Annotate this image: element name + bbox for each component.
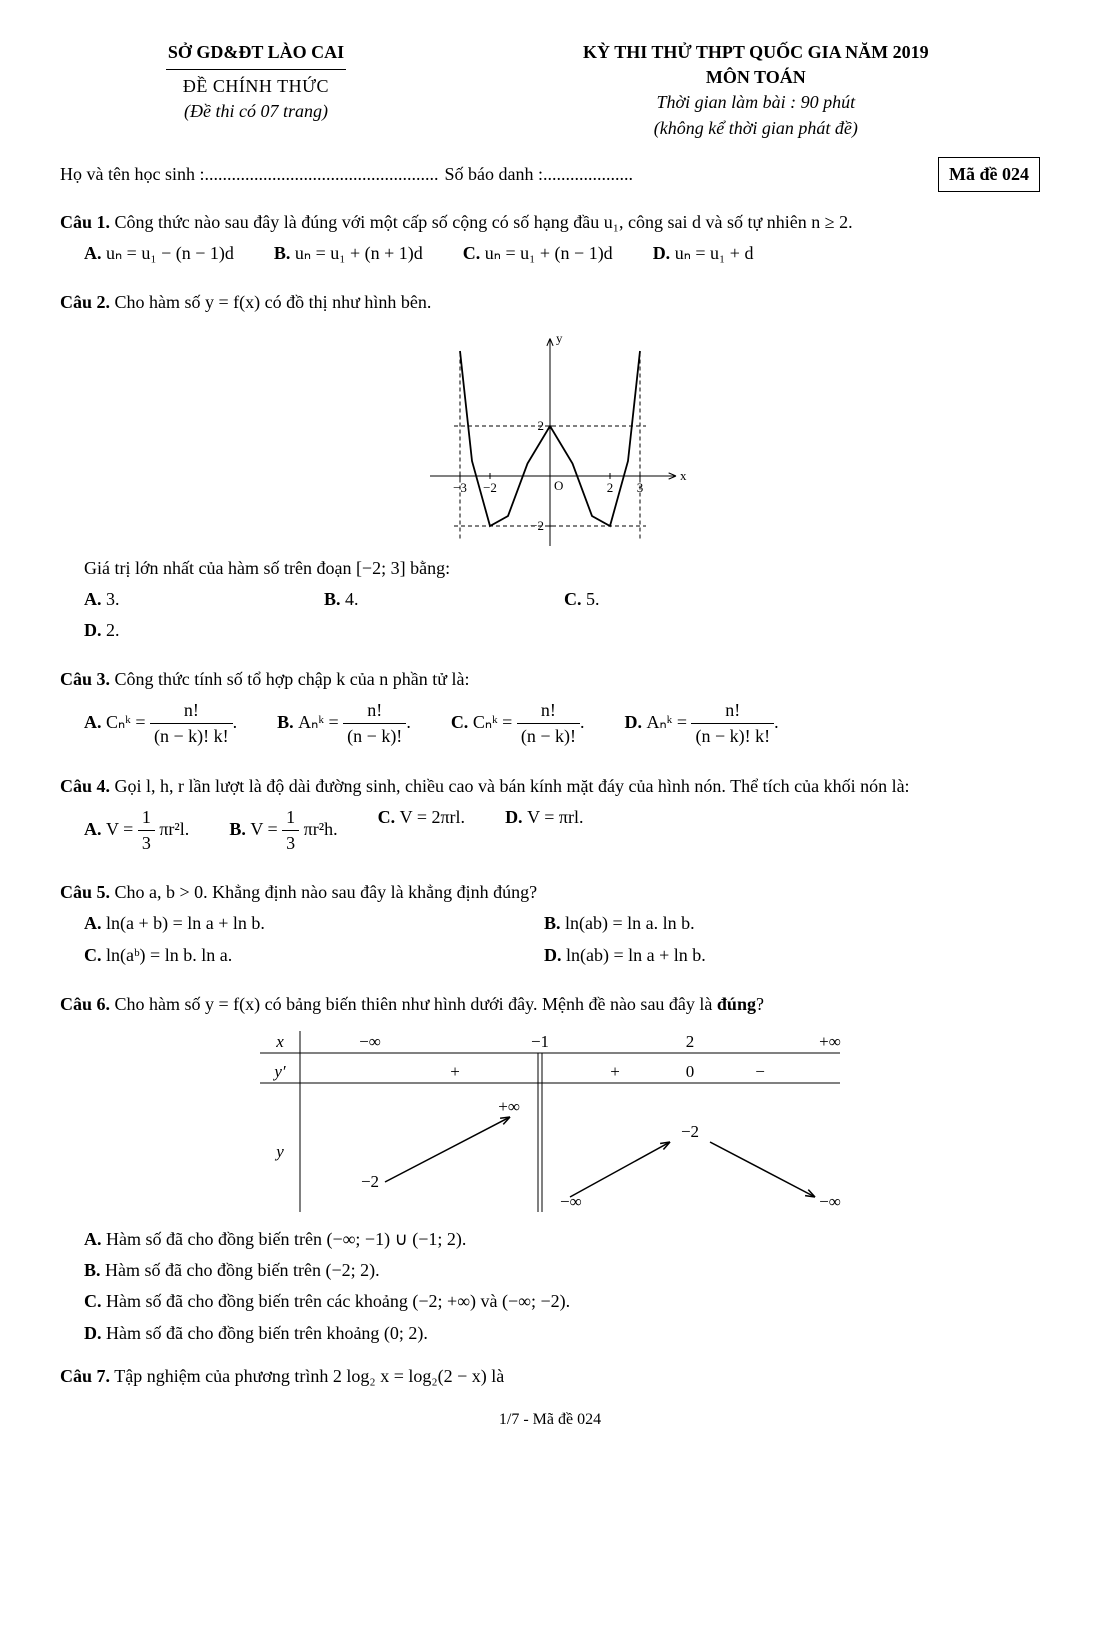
q1-opt-b: B. uₙ = u₁ + (n + 1)d xyxy=(274,241,423,266)
svg-text:−1: −1 xyxy=(531,1032,549,1051)
subject: MÔN TOÁN xyxy=(472,65,1040,90)
svg-text:−: − xyxy=(755,1062,765,1081)
q4-opt-a: A. V = 13 πr²l. xyxy=(84,805,189,856)
svg-text:−2: −2 xyxy=(681,1122,699,1141)
q6-emph: đúng xyxy=(717,994,756,1014)
svg-text:y: y xyxy=(274,1142,284,1161)
question-2: Câu 2. Cho hàm số y = f(x) có đồ thị như… xyxy=(60,290,1040,649)
q1-opt-d: D. uₙ = u₁ + d xyxy=(653,241,754,266)
q6-label: Câu 6. xyxy=(60,994,110,1014)
question-5: Câu 5. Cho a, b > 0. Khẳng định nào sau … xyxy=(60,880,1040,974)
exam-code: Mã đề 024 xyxy=(938,157,1040,192)
q5-opt-b: B. ln(ab) = ln a. ln b. xyxy=(544,911,964,936)
svg-text:+∞: +∞ xyxy=(819,1032,841,1051)
sbd-label: Số báo danh : xyxy=(444,162,543,187)
svg-text:O: O xyxy=(554,478,563,493)
question-6: Câu 6. Cho hàm số y = f(x) có bảng biến … xyxy=(60,992,1040,1346)
q4-opt-d: D. V = πrl. xyxy=(505,805,583,856)
svg-text:−∞: −∞ xyxy=(560,1192,582,1211)
official-label: ĐỀ CHÍNH THỨC xyxy=(60,74,452,99)
svg-text:+: + xyxy=(450,1062,460,1081)
q3-opt-d: D. Aₙᵏ = n!(n − k)! k!. xyxy=(624,698,778,749)
q6-text: Cho hàm số y = f(x) có bảng biến thiên n… xyxy=(115,994,717,1014)
question-4: Câu 4. Gọi l, h, r lần lượt là độ dài đư… xyxy=(60,774,1040,863)
q2-opt-d: D. 2. xyxy=(84,618,284,643)
page-footer: 1/7 - Mã đề 024 xyxy=(60,1409,1040,1431)
svg-text:y: y xyxy=(556,330,563,345)
svg-text:−∞: −∞ xyxy=(359,1032,381,1051)
divider xyxy=(166,69,346,70)
q4-text: Gọi l, h, r lần lượt là độ dài đường sin… xyxy=(115,776,910,796)
svg-text:−2: −2 xyxy=(483,480,497,495)
q3-text: Công thức tính số tổ hợp chập k của n ph… xyxy=(115,669,470,689)
q5-opt-a: A. ln(a + b) = ln a + ln b. xyxy=(84,911,504,936)
q3-label: Câu 3. xyxy=(60,669,110,689)
q1-opt-a: A. uₙ = u₁ − (n − 1)d xyxy=(84,241,234,266)
svg-text:−2: −2 xyxy=(361,1172,379,1191)
header-right: KỲ THI THỬ THPT QUỐC GIA NĂM 2019 MÔN TO… xyxy=(472,40,1040,141)
q4-opt-c: C. V = 2πrl. xyxy=(378,805,465,856)
q5-opt-d: D. ln(ab) = ln a + ln b. xyxy=(544,943,964,968)
q7-label: Câu 7. xyxy=(60,1366,110,1386)
svg-text:+: + xyxy=(610,1062,620,1081)
svg-text:x: x xyxy=(680,468,687,483)
q6-opt-b: B. Hàm số đã cho đồng biến trên (−2; 2). xyxy=(84,1258,1040,1283)
issuer: SỞ GD&ĐT LÀO CAI xyxy=(60,40,452,65)
q5-label: Câu 5. xyxy=(60,882,110,902)
q1-label: Câu 1. xyxy=(60,212,110,232)
q3-opt-b: B. Aₙᵏ = n!(n − k)!. xyxy=(277,698,411,749)
q2-graph: xyO−3−223−22 xyxy=(60,326,1040,546)
name-dots: ........................................… xyxy=(204,162,438,187)
q1-text: Công thức nào sau đây là đúng với một cấ… xyxy=(115,212,853,232)
header-left: SỞ GD&ĐT LÀO CAI ĐỀ CHÍNH THỨC (Đề thi c… xyxy=(60,40,452,141)
question-7: Câu 7. Tập nghiệm của phương trình 2 log… xyxy=(60,1364,1040,1389)
duration: Thời gian làm bài : 90 phút xyxy=(472,90,1040,115)
q4-label: Câu 4. xyxy=(60,776,110,796)
q2-opt-a: A. 3. xyxy=(84,587,284,612)
svg-text:+∞: +∞ xyxy=(498,1097,520,1116)
q6-opt-a: A. Hàm số đã cho đồng biến trên (−∞; −1)… xyxy=(84,1227,1040,1252)
exam-title: KỲ THI THỬ THPT QUỐC GIA NĂM 2019 xyxy=(472,40,1040,65)
q5-opt-c: C. ln(aᵇ) = ln b. ln a. xyxy=(84,943,504,968)
q2-after: Giá trị lớn nhất của hàm số trên đoạn [−… xyxy=(84,556,1040,581)
question-1: Câu 1. Công thức nào sau đây là đúng với… xyxy=(60,210,1040,272)
q2-opt-b: B. 4. xyxy=(324,587,524,612)
svg-text:−∞: −∞ xyxy=(819,1192,841,1211)
q6-opt-c: C. Hàm số đã cho đồng biến trên các khoả… xyxy=(84,1289,1040,1314)
q3-opt-a: A. Cₙᵏ = n!(n − k)! k!. xyxy=(84,698,237,749)
duration-note: (không kể thời gian phát đề) xyxy=(472,116,1040,141)
svg-text:x: x xyxy=(275,1032,284,1051)
q7-text: Tập nghiệm của phương trình 2 log₂ x = l… xyxy=(114,1366,504,1386)
q3-opt-c: C. Cₙᵏ = n!(n − k)!. xyxy=(451,698,585,749)
q2-text: Cho hàm số y = f(x) có đồ thị như hình b… xyxy=(115,292,432,312)
question-3: Câu 3. Công thức tính số tổ hợp chập k c… xyxy=(60,667,1040,756)
sbd-dots: .................... xyxy=(543,162,633,187)
svg-text:2: 2 xyxy=(686,1032,695,1051)
q6-opt-d: D. Hàm số đã cho đồng biến trên khoảng (… xyxy=(84,1321,1040,1346)
student-row: Họ và tên học sinh : ...................… xyxy=(60,157,1040,192)
svg-text:y′: y′ xyxy=(272,1062,286,1081)
q5-text: Cho a, b > 0. Khẳng định nào sau đây là … xyxy=(115,882,538,902)
q2-label: Câu 2. xyxy=(60,292,110,312)
q6-variation-table: x −∞ −1 2 +∞ y′ + +0 − y −2 +∞ −∞ −2 −∞ xyxy=(60,1027,1040,1217)
q2-opt-c: C. 5. xyxy=(564,587,764,612)
page-count: (Đề thi có 07 trang) xyxy=(60,99,452,124)
q6-tail: ? xyxy=(756,994,764,1014)
svg-text:0: 0 xyxy=(686,1062,695,1081)
name-label: Họ và tên học sinh : xyxy=(60,162,204,187)
q4-opt-b: B. V = 13 πr²h. xyxy=(229,805,337,856)
svg-text:2: 2 xyxy=(607,480,614,495)
q1-opt-c: C. uₙ = u₁ + (n − 1)d xyxy=(463,241,613,266)
page-header: SỞ GD&ĐT LÀO CAI ĐỀ CHÍNH THỨC (Đề thi c… xyxy=(60,40,1040,141)
